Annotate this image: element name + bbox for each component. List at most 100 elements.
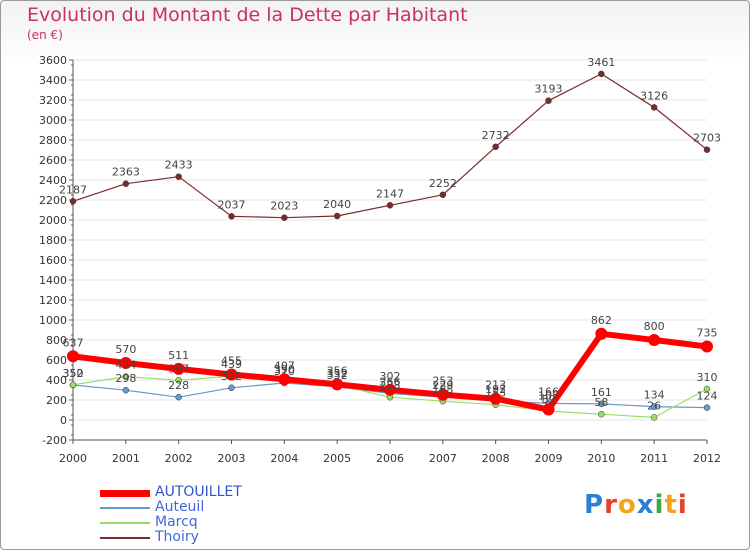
x-tick-label: 2012 (693, 452, 721, 465)
data-label-auteuil: 192 (485, 383, 506, 396)
y-tick-label: 3400 (39, 74, 67, 87)
data-point-thoiry (281, 214, 288, 221)
data-label-marcq: 434 (115, 359, 136, 372)
x-tick-label: 2003 (218, 452, 246, 465)
data-label-auteuil: 228 (168, 379, 189, 392)
y-tick-label: 2800 (39, 134, 67, 147)
data-label-thoiry: 2433 (165, 159, 193, 172)
data-label-auteuil: 322 (221, 370, 242, 383)
logo-letter: o (617, 490, 637, 520)
data-label-auteuil: 350 (63, 367, 84, 380)
data-point-auteuil (598, 400, 605, 408)
data-label-marcq: 352 (327, 367, 348, 380)
y-tick-label: 2600 (39, 154, 67, 167)
y-tick-label: 3600 (39, 54, 67, 67)
legend-label: Marcq (155, 514, 198, 530)
chart-title: Evolution du Montant de la Dette par Hab… (27, 4, 468, 26)
legend-swatch (100, 489, 150, 497)
data-label-auteuil: 134 (644, 389, 665, 402)
data-label-autouillet: 407 (274, 359, 295, 372)
y-tick-label: 1800 (39, 234, 67, 247)
y-tick-label: 1200 (39, 294, 67, 307)
data-label-auteuil: 229 (432, 379, 453, 392)
logo-letter: t (664, 490, 678, 520)
data-label-marcq: 89 (542, 393, 556, 406)
data-label-auteuil: 332 (327, 369, 348, 382)
y-tick-label: 1400 (39, 274, 67, 287)
x-tick-label: 2011 (640, 452, 668, 465)
x-tick-label: 2001 (112, 452, 140, 465)
data-label-auteuil: 124 (697, 390, 718, 403)
data-point-autouillet (67, 350, 79, 363)
x-tick-label: 2009 (535, 452, 563, 465)
x-tick-label: 2002 (165, 452, 193, 465)
data-label-autouillet: 455 (221, 355, 242, 368)
data-point-autouillet (648, 334, 661, 346)
data-point-thoiry (650, 104, 658, 111)
chart-unit-label: (en €) (27, 28, 63, 42)
data-label-autouillet: 862 (591, 314, 612, 327)
data-point-auteuil (175, 393, 182, 401)
data-label-marcq: 153 (485, 387, 506, 400)
data-point-autouillet (701, 340, 713, 353)
proxiti-logo: Proxiti (584, 490, 688, 520)
data-label-autouillet: 511 (168, 349, 189, 362)
y-tick-label: 0 (60, 414, 67, 427)
y-tick-label: 3200 (39, 94, 67, 107)
data-label-thoiry: 2187 (59, 183, 87, 196)
data-label-thoiry: 3126 (640, 89, 668, 102)
y-tick-label: 1000 (39, 314, 67, 327)
data-label-thoiry: 3193 (535, 83, 563, 96)
data-point-marcq (122, 373, 130, 380)
data-label-autouillet: 735 (697, 327, 718, 340)
y-tick-label: 1600 (39, 254, 67, 267)
data-label-thoiry: 2023 (270, 200, 298, 213)
data-point-thoiry (175, 173, 182, 180)
legend-item-autouillet: AUTOUILLET (100, 484, 300, 501)
logo-letter: x (636, 490, 655, 520)
data-point-autouillet (172, 362, 185, 375)
data-point-thoiry (492, 143, 499, 151)
data-point-marcq (650, 414, 658, 421)
y-tick-label: 3000 (39, 114, 67, 127)
x-tick-label: 2006 (376, 452, 404, 465)
data-point-thoiry (703, 146, 711, 153)
x-tick-label: 2005 (323, 452, 351, 465)
data-point-autouillet (331, 378, 344, 391)
data-label-marcq: 228 (380, 379, 401, 392)
data-label-auteuil: 370 (274, 365, 295, 378)
data-point-marcq (69, 381, 77, 389)
y-tick-label: 200 (46, 394, 67, 407)
data-label-auteuil: 266 (380, 375, 401, 388)
data-point-autouillet (119, 357, 132, 369)
data-label-thoiry: 2147 (376, 187, 404, 200)
data-point-auteuil (228, 384, 235, 392)
data-label-autouillet: 105 (538, 390, 559, 403)
data-label-auteuil: 161 (591, 386, 612, 399)
data-label-autouillet: 213 (485, 379, 506, 392)
legend-label: AUTOUILLET (155, 484, 242, 500)
data-label-autouillet: 570 (115, 343, 136, 356)
data-label-thoiry: 2363 (112, 166, 140, 179)
data-label-thoiry: 2732 (482, 129, 510, 142)
legend-label: Thoiry (155, 529, 199, 545)
data-label-thoiry: 3461 (587, 56, 615, 69)
legend-item-thoiry: Thoiry (100, 529, 300, 546)
data-label-marcq: 58 (594, 396, 608, 409)
data-label-thoiry: 2040 (323, 198, 351, 211)
data-label-auteuil: 166 (538, 385, 559, 398)
y-tick-label: 400 (46, 374, 67, 387)
data-label-marcq: 188 (432, 383, 453, 396)
y-tick-label: 800 (46, 334, 67, 347)
x-tick-label: 2000 (59, 452, 87, 465)
data-label-autouillet: 253 (432, 375, 453, 388)
y-tick-label: 2000 (39, 214, 67, 227)
data-label-thoiry: 2037 (218, 198, 246, 211)
x-tick-label: 2008 (482, 452, 510, 465)
chart-axes: -200 0 200 400 600 800 1000 1200 1400 1600 1800 200… (39, 54, 721, 465)
data-point-autouillet (595, 327, 608, 340)
legend-swatch (100, 507, 150, 509)
legend-swatch (100, 522, 150, 524)
